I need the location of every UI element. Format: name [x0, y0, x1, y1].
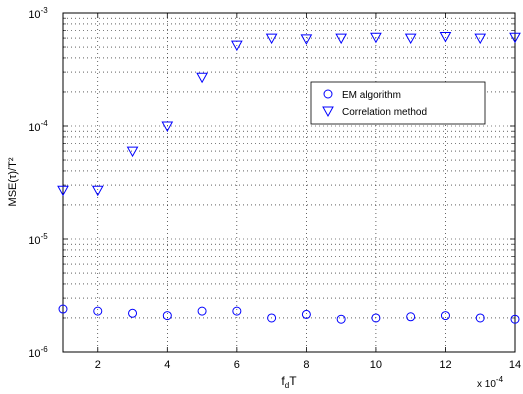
- data-marks: [57, 31, 521, 324]
- point-correlation-method: [300, 34, 313, 45]
- legend-box: [310, 81, 486, 125]
- legend-label-em: EM algorithm: [342, 90, 401, 101]
- y-tick-label: 10-4: [28, 119, 48, 134]
- x-tick-label: 6: [234, 359, 240, 371]
- point-em-algorithm: [197, 306, 207, 316]
- point-em-algorithm: [267, 313, 277, 323]
- y-tick-label: 10-5: [28, 232, 48, 247]
- point-em-algorithm: [93, 306, 103, 316]
- point-correlation-method: [439, 31, 452, 43]
- legend: EM algorithm Correlation method: [310, 81, 486, 125]
- point-em-algorithm: [406, 312, 416, 322]
- tick-labels: 2 4 6 8 10 12 14 10-6 10-5 10-4 10-3: [28, 6, 521, 371]
- point-em-algorithm: [336, 314, 346, 324]
- point-correlation-method: [370, 32, 382, 44]
- x-tick-label: 12: [439, 359, 451, 371]
- point-correlation-method: [404, 33, 417, 45]
- point-em-algorithm: [58, 304, 68, 314]
- x-multiplier: x 10-4: [477, 375, 504, 390]
- x-tick-label: 2: [95, 359, 101, 371]
- point-em-algorithm: [440, 311, 450, 321]
- point-correlation-method: [335, 33, 348, 45]
- x-tick-label: 8: [303, 359, 309, 371]
- point-correlation-method: [126, 146, 139, 158]
- x-tick-label: 14: [509, 359, 521, 371]
- point-correlation-method: [509, 32, 521, 44]
- x-axis-label-tail: T: [289, 374, 297, 388]
- point-correlation-method: [161, 121, 174, 133]
- point-em-algorithm: [371, 313, 381, 323]
- point-em-algorithm: [232, 306, 242, 316]
- y-axis-label: MSE(τ)/T²: [7, 157, 19, 206]
- legend-label-correlation: Correlation method: [342, 107, 427, 118]
- point-em-algorithm: [475, 313, 485, 323]
- x-tick-label: 4: [164, 359, 170, 371]
- point-em-algorithm: [510, 314, 520, 324]
- x-axis-label-main: f: [281, 374, 285, 388]
- x-tick-label: 10: [370, 359, 382, 371]
- point-correlation-method: [57, 185, 69, 197]
- point-correlation-method: [474, 33, 487, 45]
- x-multiplier-exp: -4: [496, 375, 504, 384]
- point-em-algorithm: [162, 311, 172, 321]
- plot-frame: [62, 12, 516, 353]
- plot-background: [63, 13, 515, 352]
- x-axis-label-sub: d: [285, 381, 289, 390]
- point-correlation-method: [91, 185, 104, 197]
- y-tick-label: 10-3: [28, 6, 48, 21]
- legend-marker-correlation: [322, 106, 334, 118]
- point-em-algorithm: [128, 308, 138, 318]
- x-axis-label: fdT: [281, 374, 297, 390]
- y-tick-label: 10-6: [28, 345, 48, 360]
- legend-marker-em: [323, 89, 333, 99]
- point-correlation-method: [265, 33, 278, 45]
- x-multiplier-base: x 10: [477, 379, 496, 390]
- point-correlation-method: [196, 72, 208, 84]
- point-em-algorithm: [301, 309, 311, 319]
- point-correlation-method: [230, 40, 243, 52]
